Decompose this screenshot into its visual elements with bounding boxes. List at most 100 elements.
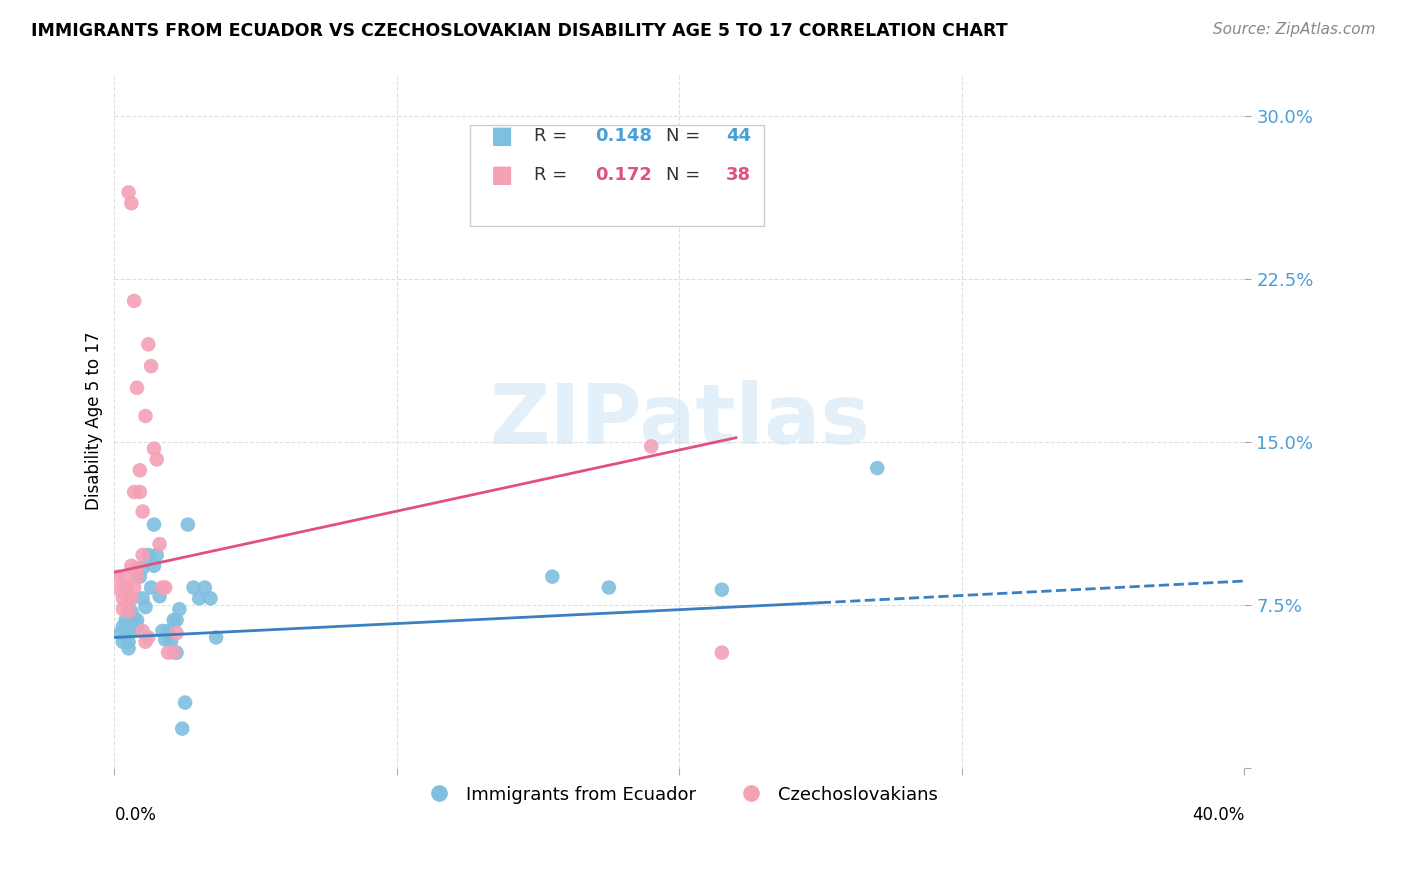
Point (122, 622, 145, 636)
Point (188, 591, 211, 606)
Text: ZIPatlas: ZIPatlas (489, 380, 870, 461)
Point (120, 591, 142, 606)
Point (122, 611, 145, 625)
Point (117, 591, 139, 606)
Point (157, 646, 180, 660)
Point (169, 602, 191, 616)
Point (710, 582, 733, 597)
Point (136, 631, 159, 645)
Point (149, 589, 172, 603)
Point (114, 569, 136, 583)
Text: 44: 44 (725, 127, 751, 145)
Point (541, 569, 564, 583)
Text: 40.0%: 40.0% (1192, 805, 1244, 824)
Point (174, 696, 197, 710)
Point (146, 548, 169, 562)
Text: N =: N = (666, 166, 706, 184)
Point (114, 631, 136, 645)
Point (128, 569, 150, 583)
Point (866, 461, 889, 475)
Point (128, 485, 150, 500)
Text: R =: R = (534, 127, 572, 145)
Point (125, 381, 148, 395)
Point (114, 613, 136, 627)
Point (134, 409, 156, 423)
Point (152, 624, 174, 638)
Point (166, 626, 188, 640)
Point (128, 463, 150, 477)
Point (131, 591, 153, 606)
Point (160, 634, 183, 648)
Point (120, 558, 142, 573)
Point (163, 613, 186, 627)
Point (143, 558, 166, 573)
Point (125, 613, 148, 627)
Point (111, 602, 134, 616)
Text: R =: R = (534, 166, 572, 184)
Point (134, 634, 156, 648)
Point (111, 591, 134, 606)
Point (146, 452, 169, 467)
Point (157, 624, 180, 638)
Point (117, 624, 139, 638)
Point (136, 337, 159, 351)
Point (125, 561, 148, 575)
Point (125, 569, 148, 583)
Point (122, 485, 145, 500)
Text: N =: N = (666, 127, 706, 145)
Point (143, 442, 166, 456)
Point (131, 624, 153, 638)
Point (598, 581, 620, 595)
Text: ■: ■ (491, 163, 513, 187)
Point (152, 581, 174, 595)
Text: 0.148: 0.148 (595, 127, 652, 145)
Point (710, 646, 733, 660)
Point (155, 632, 177, 647)
Point (111, 619, 134, 633)
FancyBboxPatch shape (471, 125, 765, 226)
Point (134, 600, 156, 615)
Point (120, 591, 142, 606)
Point (205, 631, 228, 645)
Point (139, 359, 162, 373)
Point (172, 722, 194, 736)
Text: 0.172: 0.172 (595, 166, 651, 184)
Point (125, 619, 148, 633)
Legend: Immigrants from Ecuador, Czechoslovakians: Immigrants from Ecuador, Czechoslovakian… (415, 779, 945, 811)
Point (117, 634, 139, 648)
Point (155, 581, 177, 595)
Point (177, 517, 200, 532)
Point (131, 548, 153, 562)
Point (194, 581, 217, 595)
Text: 38: 38 (725, 166, 751, 184)
Point (139, 581, 162, 595)
Point (640, 439, 662, 453)
Point (131, 504, 153, 518)
Point (149, 537, 172, 551)
Point (131, 561, 153, 575)
Point (136, 548, 159, 562)
Point (105, 569, 128, 583)
Point (183, 581, 205, 595)
Point (143, 517, 166, 532)
Point (114, 581, 136, 595)
Point (122, 581, 145, 595)
Y-axis label: Disability Age 5 to 17: Disability Age 5 to 17 (86, 331, 103, 509)
Point (117, 641, 139, 656)
Point (117, 186, 139, 200)
Point (108, 582, 131, 597)
Point (163, 646, 186, 660)
Point (166, 646, 188, 660)
Text: Source: ZipAtlas.com: Source: ZipAtlas.com (1212, 22, 1375, 37)
Point (117, 604, 139, 618)
Point (120, 604, 142, 618)
Text: IMMIGRANTS FROM ECUADOR VS CZECHOSLOVAKIAN DISABILITY AGE 5 TO 17 CORRELATION CH: IMMIGRANTS FROM ECUADOR VS CZECHOSLOVAKI… (31, 22, 1008, 40)
Point (166, 613, 188, 627)
Point (120, 196, 142, 211)
Text: 0.0%: 0.0% (114, 805, 156, 824)
Point (111, 634, 134, 648)
Point (200, 591, 222, 606)
Point (108, 626, 131, 640)
Point (122, 293, 145, 308)
Text: ■: ■ (491, 123, 513, 147)
